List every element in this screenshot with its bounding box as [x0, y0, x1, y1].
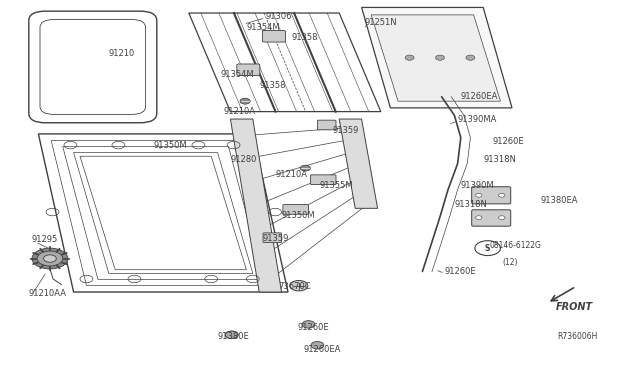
Text: 91318N: 91318N	[483, 155, 516, 164]
FancyBboxPatch shape	[283, 205, 308, 214]
Text: 91359: 91359	[262, 234, 289, 243]
Polygon shape	[371, 15, 500, 101]
Text: 91210A: 91210A	[275, 170, 307, 179]
Text: S: S	[485, 244, 490, 253]
Text: 91380E: 91380E	[218, 332, 250, 341]
Text: 91354M: 91354M	[221, 70, 255, 79]
FancyBboxPatch shape	[262, 31, 285, 42]
Text: 91306: 91306	[266, 12, 292, 21]
Text: 91251N: 91251N	[365, 18, 397, 27]
Text: (12): (12)	[502, 258, 518, 267]
Text: FRONT: FRONT	[556, 302, 593, 312]
Text: 91260E: 91260E	[445, 267, 476, 276]
Circle shape	[466, 55, 475, 60]
FancyBboxPatch shape	[237, 64, 260, 76]
Text: 91380EA: 91380EA	[541, 196, 579, 205]
Text: 91358: 91358	[291, 33, 317, 42]
Text: 91354M: 91354M	[246, 23, 280, 32]
Text: 91390MA: 91390MA	[458, 115, 497, 124]
Text: 91359: 91359	[333, 126, 359, 135]
Text: 91210A: 91210A	[224, 107, 256, 116]
Circle shape	[44, 255, 56, 262]
Circle shape	[32, 248, 68, 269]
Circle shape	[290, 280, 308, 291]
Circle shape	[499, 193, 505, 197]
Circle shape	[225, 331, 238, 339]
Text: 91350M: 91350M	[154, 141, 188, 150]
FancyBboxPatch shape	[472, 187, 511, 204]
Text: 91318N: 91318N	[454, 200, 487, 209]
Text: 91260E: 91260E	[298, 323, 329, 332]
Text: 08146-6122G: 08146-6122G	[490, 241, 541, 250]
Circle shape	[311, 341, 324, 349]
FancyBboxPatch shape	[310, 175, 336, 185]
Polygon shape	[230, 119, 282, 292]
Text: 91295: 91295	[32, 235, 58, 244]
Circle shape	[476, 216, 482, 219]
Circle shape	[225, 331, 238, 339]
Text: 91260EA: 91260EA	[304, 345, 341, 354]
Circle shape	[476, 193, 482, 197]
FancyBboxPatch shape	[263, 233, 282, 243]
Polygon shape	[339, 119, 378, 208]
Text: 73670C: 73670C	[278, 282, 311, 291]
Circle shape	[499, 216, 505, 219]
Circle shape	[435, 55, 445, 60]
Text: 91390M: 91390M	[461, 182, 495, 190]
Text: 91355M: 91355M	[320, 182, 354, 190]
Circle shape	[37, 251, 63, 266]
FancyBboxPatch shape	[317, 120, 336, 130]
Text: 91350M: 91350M	[282, 211, 316, 220]
Text: R736006H: R736006H	[557, 332, 597, 341]
Text: 91260E: 91260E	[493, 137, 524, 146]
Text: 91280: 91280	[230, 155, 257, 164]
Circle shape	[405, 55, 414, 60]
Text: 91260EA: 91260EA	[461, 92, 498, 101]
Text: 91358: 91358	[259, 81, 285, 90]
Polygon shape	[80, 156, 246, 270]
Circle shape	[300, 165, 310, 171]
Circle shape	[302, 321, 315, 328]
FancyBboxPatch shape	[472, 210, 511, 226]
Circle shape	[475, 241, 500, 256]
Text: 91210AA: 91210AA	[29, 289, 67, 298]
Circle shape	[240, 98, 250, 104]
Text: 91210: 91210	[109, 49, 135, 58]
Polygon shape	[362, 7, 512, 108]
